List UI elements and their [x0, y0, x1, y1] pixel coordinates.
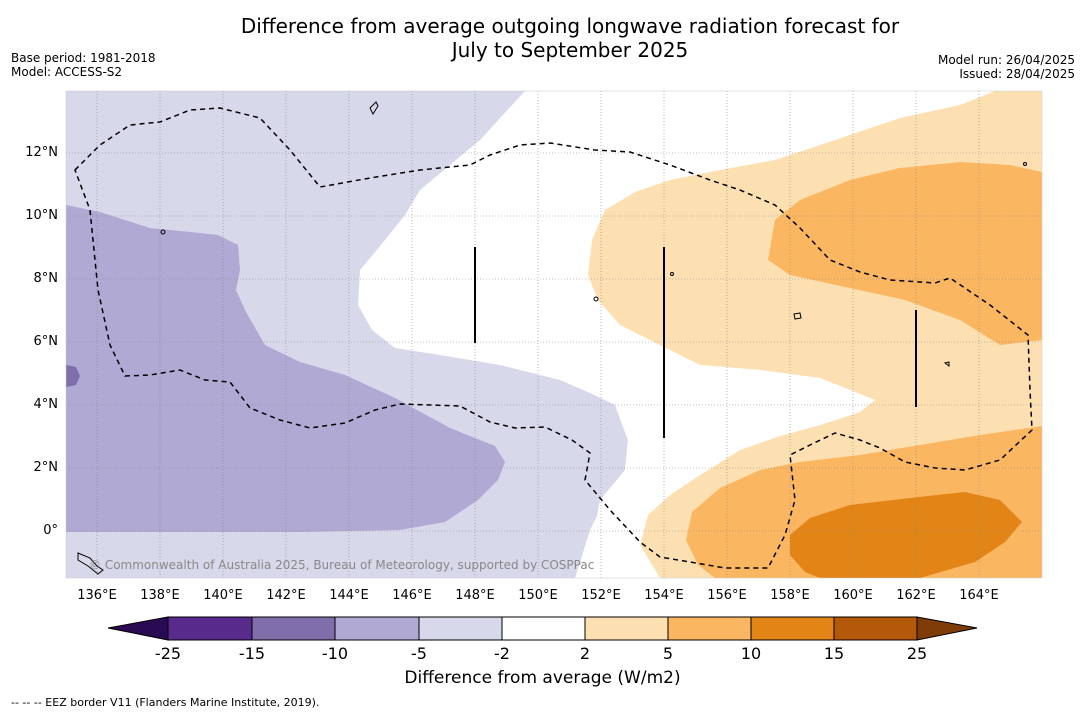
lat-label-2n: 2°N	[33, 460, 59, 475]
lon-label-136e: 136°E	[77, 588, 117, 603]
footnote: -- -- -- EEZ border V11 (Flanders Marine…	[11, 696, 320, 709]
model-run: Model run: 26/04/2025	[937, 53, 1075, 67]
lat-label-10n: 10°N	[25, 208, 58, 223]
base-period: Base period: 1981-2018	[11, 51, 156, 65]
lon-label-144e: 144°E	[329, 588, 369, 603]
lat-label-6n: 6°N	[33, 334, 59, 349]
lon-label-154e: 154°E	[644, 588, 684, 603]
map-layers	[66, 91, 1042, 578]
lon-label-164e: 164°E	[959, 588, 999, 603]
lon-label-156e: 156°E	[707, 588, 747, 603]
colorbar-label-25: 25	[906, 644, 928, 663]
meta-left: Base period: 1981-2018 Model: ACCESS-S2	[11, 51, 156, 79]
colorbar-segment-3	[334, 616, 420, 641]
colorbar-segment-8	[750, 616, 835, 641]
colorbar-segment-7	[667, 616, 752, 641]
lon-label-140e: 140°E	[203, 588, 243, 603]
colorbar-label-15: 15	[823, 644, 845, 663]
colorbar-label-minus5: -5	[411, 644, 427, 663]
contour-white-gap	[585, 365, 875, 578]
lat-label-8n: 8°N	[33, 271, 59, 286]
island-small-4	[1023, 162, 1027, 166]
lon-label-142e: 142°E	[266, 588, 306, 603]
lon-label-138e: 138°E	[140, 588, 180, 603]
colorbar-segment-6	[584, 616, 669, 641]
contour-orange-northeast	[768, 162, 1042, 345]
lon-label-152e: 152°E	[581, 588, 621, 603]
contour-light-orange-south	[860, 380, 1042, 420]
title-line-1: Difference from average outgoing longwav…	[240, 14, 900, 38]
island-small-3	[670, 272, 674, 276]
island-east-1	[793, 312, 802, 320]
lon-label-148e: 148°E	[455, 588, 495, 603]
island-north	[369, 101, 379, 116]
colorbar-segment-2	[251, 616, 336, 641]
copyright-notice: © Commonwealth of Australia 2025, Bureau…	[89, 558, 595, 572]
lat-label-0: 0°	[43, 523, 58, 538]
colorbar-min-arrow	[107, 616, 169, 641]
colorbar-segment-4	[418, 616, 503, 641]
title-line-2: July to September 2025	[451, 38, 689, 62]
colorbar-label-5: 5	[662, 644, 674, 663]
vertical-marks	[474, 247, 917, 438]
map-title: Difference from average outgoing longwav…	[0, 14, 1085, 62]
lon-label-146e: 146°E	[392, 588, 432, 603]
island-small-1	[160, 229, 166, 235]
colorbar-segment-5	[501, 616, 586, 641]
contour-medium-purple	[66, 205, 505, 532]
colorbar-label-2: 2	[579, 644, 591, 663]
lat-label-4n: 4°N	[33, 397, 59, 412]
colorbar-max-arrow	[916, 616, 978, 641]
issued-date: Issued: 28/04/2025	[959, 67, 1075, 81]
lon-label-150e: 150°E	[518, 588, 558, 603]
contour-dark-purple	[66, 365, 80, 387]
colorbar-label-minus25: -25	[154, 644, 182, 663]
colorbar	[107, 616, 978, 641]
island-east-2	[943, 361, 950, 367]
lon-label-160e: 160°E	[833, 588, 873, 603]
colorbar-segment-1	[167, 616, 253, 641]
colorbar-label-minus2: -2	[494, 644, 510, 663]
island-small-2	[593, 296, 599, 302]
colorbar-segment-9	[833, 616, 918, 641]
colorbar-label-10: 10	[740, 644, 762, 663]
colorbar-label-minus10: -10	[321, 644, 349, 663]
lat-label-12n: 12°N	[25, 145, 58, 160]
colorbar-title: Difference from average (W/m2)	[404, 668, 681, 688]
contour-dark-orange	[790, 492, 1022, 578]
map-frame	[65, 90, 1043, 579]
islands	[77, 101, 1027, 575]
island-cluster-sw	[77, 552, 104, 575]
colorbar-label-minus15: -15	[238, 644, 266, 663]
lon-label-162e: 162°E	[896, 588, 936, 603]
model-name: Model: ACCESS-S2	[11, 65, 123, 79]
lon-label-158e: 158°E	[770, 588, 810, 603]
meta-right: Model run: 26/04/2025 Issued: 28/04/2025	[938, 53, 1075, 81]
eez-border	[74, 107, 1033, 569]
